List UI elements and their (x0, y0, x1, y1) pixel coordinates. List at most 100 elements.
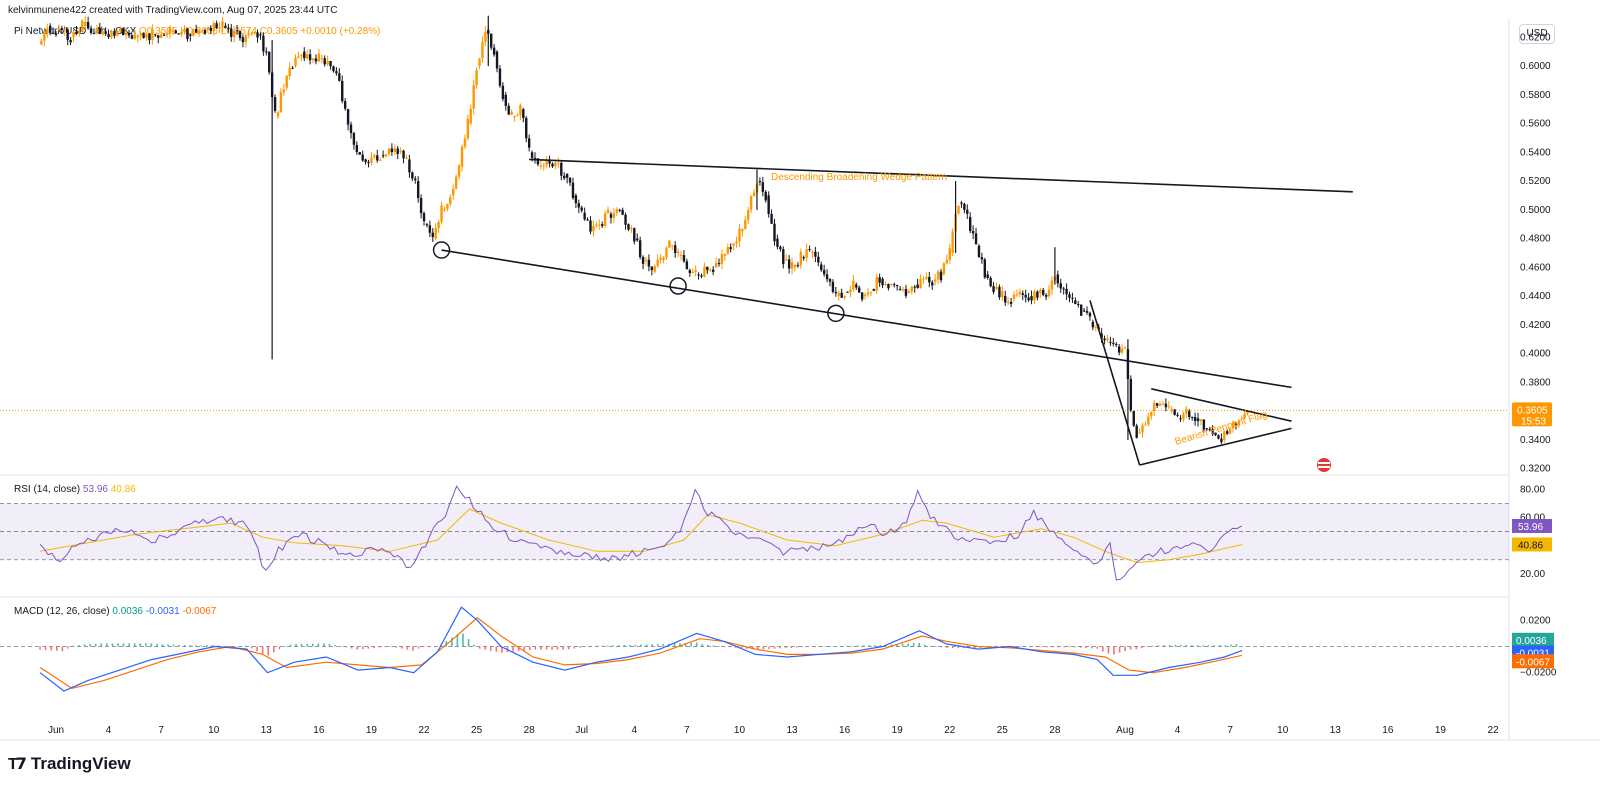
candle-body (551, 163, 554, 167)
macd-histogram-bar (1079, 646, 1082, 648)
candle-body (1120, 348, 1124, 353)
macd-histogram-bar (606, 645, 609, 647)
macd-histogram-bar (245, 645, 247, 647)
macd-histogram-bar (684, 643, 687, 647)
macd-line-value: -0.0031 (145, 606, 180, 617)
candle-body (1199, 419, 1203, 422)
candle-body (606, 209, 610, 214)
time-tick-label: 10 (1277, 725, 1289, 736)
candle-body (557, 162, 560, 164)
candle-body (69, 39, 72, 43)
candle-body (457, 165, 461, 177)
macd-histogram-bar (317, 643, 320, 647)
candle-body (402, 150, 405, 159)
candle-body (636, 238, 639, 241)
candle-body (744, 219, 747, 230)
macd-histogram-bar (389, 646, 392, 648)
candle-body (314, 58, 318, 62)
trendline-pennant-upper (1151, 388, 1292, 422)
candle-body (1047, 289, 1051, 297)
candle-body (901, 289, 905, 291)
macd-histogram-bar (172, 644, 175, 647)
price-tick-label: 0.4800 (1520, 234, 1551, 245)
price-tick-label: 0.5600 (1520, 119, 1551, 130)
candle-body (1065, 288, 1068, 295)
candle-body (1009, 301, 1013, 304)
candle-body (697, 274, 700, 276)
macd-histogram-bar (150, 643, 153, 647)
macd-histogram-bar (912, 643, 915, 647)
candle-body (1135, 425, 1138, 438)
time-tick-label: 28 (524, 725, 536, 736)
macd-histogram-bar (662, 644, 665, 647)
candle-body (983, 259, 987, 278)
candle-body (1109, 342, 1112, 344)
candle-body (478, 58, 481, 67)
macd-histogram-bar (484, 646, 487, 650)
macd-histogram-bar (278, 646, 281, 650)
candle-body (890, 284, 893, 286)
macd-histogram-bar (573, 646, 576, 649)
candle-body (434, 228, 437, 239)
currency-button[interactable]: USD (1519, 24, 1555, 44)
macd-histogram-bar (334, 645, 336, 647)
macd-histogram-bar (1135, 646, 1138, 650)
macd-histogram-bar (556, 646, 559, 650)
candle-body (81, 20, 84, 32)
candle-body (1059, 283, 1062, 289)
macd-histogram-bar (873, 645, 876, 647)
candle-body (86, 22, 90, 29)
candle-body (893, 284, 896, 286)
candle-body (116, 30, 119, 36)
candle-body (51, 32, 55, 34)
candle-body (933, 279, 937, 282)
macd-histogram-bar (473, 644, 475, 647)
candle-body (565, 173, 569, 178)
candle-body (303, 51, 306, 59)
candle-body (358, 152, 361, 155)
time-tick-label: 7 (684, 725, 690, 736)
candle-body (326, 60, 329, 65)
candle-body (618, 209, 621, 211)
candle-body (1182, 413, 1185, 420)
macd-histogram-bar (128, 643, 130, 647)
macd-histogram-bar (1230, 644, 1232, 647)
candle-body (633, 228, 636, 242)
macd-histogram-bar (328, 644, 331, 647)
candle-body (157, 35, 160, 38)
trendline-wedge-lower (441, 249, 1292, 389)
candle-body (758, 181, 762, 183)
candle-body (232, 30, 236, 37)
candle-body (268, 51, 271, 73)
candle-body (615, 209, 618, 213)
macd-histogram-bar (1085, 646, 1087, 649)
macd-histogram-bar (851, 645, 854, 647)
time-tick-label: 7 (158, 725, 164, 736)
candle-body (238, 31, 242, 39)
price-tick-label: 0.4400 (1520, 291, 1551, 302)
time-tick-label: 19 (1435, 725, 1447, 736)
price-tick-label: 0.5000 (1520, 205, 1551, 216)
candle-body (580, 207, 583, 211)
macd-histogram-bar (779, 646, 781, 649)
candle-body (1205, 428, 1208, 430)
candle-body (711, 269, 715, 272)
macd-histogram-bar (1146, 646, 1149, 648)
macd-histogram-bar (707, 644, 709, 647)
candle-body (145, 33, 148, 38)
macd-histogram-bar (78, 645, 80, 647)
macd-histogram-bar (1213, 645, 1215, 647)
event-flag-icon (1317, 458, 1331, 472)
candle-body (1173, 409, 1176, 415)
candle-body (273, 97, 277, 111)
candle-body (966, 209, 969, 214)
chart-creator-caption: kelvinmunene422 created with TradingView… (8, 5, 338, 16)
candle-body (174, 30, 177, 34)
candle-body (46, 29, 49, 33)
time-tick-label: 28 (1049, 725, 1061, 736)
candle-body (355, 145, 359, 153)
macd-histogram-bar (117, 643, 119, 647)
macd-histogram-bar (222, 646, 225, 647)
candle-body (408, 159, 411, 173)
